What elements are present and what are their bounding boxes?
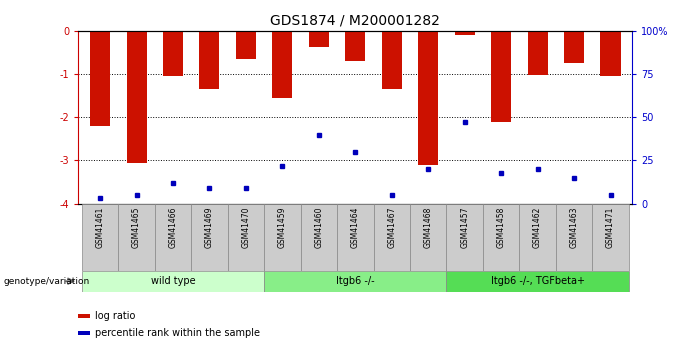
Text: GSM41467: GSM41467	[388, 207, 396, 248]
Text: GSM41458: GSM41458	[496, 207, 506, 248]
Bar	[455, 31, 475, 34]
Bar	[556, 204, 592, 271]
Bar	[163, 31, 183, 76]
Bar	[264, 271, 447, 292]
Bar	[410, 204, 447, 271]
Bar	[155, 204, 191, 271]
Text: GSM41470: GSM41470	[241, 207, 250, 248]
Bar	[447, 204, 483, 271]
Bar	[345, 31, 365, 61]
Bar	[520, 204, 556, 271]
Text: GSM41459: GSM41459	[278, 207, 287, 248]
Text: GSM41469: GSM41469	[205, 207, 214, 248]
Bar	[418, 31, 438, 165]
Bar	[82, 271, 264, 292]
Bar	[337, 204, 373, 271]
Bar	[273, 31, 292, 98]
Bar	[483, 204, 520, 271]
Text: Itgb6 -/-: Itgb6 -/-	[336, 276, 375, 286]
Text: log ratio: log ratio	[95, 311, 135, 321]
Title: GDS1874 / M200001282: GDS1874 / M200001282	[271, 13, 440, 27]
Text: wild type: wild type	[151, 276, 195, 286]
Text: Itgb6 -/-, TGFbeta+: Itgb6 -/-, TGFbeta+	[490, 276, 585, 286]
Bar	[592, 204, 629, 271]
Bar	[381, 31, 402, 89]
Bar	[564, 31, 584, 63]
Text: GSM41466: GSM41466	[169, 207, 177, 248]
Bar	[600, 31, 621, 76]
Bar	[90, 31, 110, 126]
Bar	[126, 31, 147, 162]
Bar	[118, 204, 155, 271]
Text: GSM41468: GSM41468	[424, 207, 432, 248]
Text: GSM41457: GSM41457	[460, 207, 469, 248]
Bar	[528, 31, 547, 75]
Text: percentile rank within the sample: percentile rank within the sample	[95, 328, 260, 338]
Text: GSM41462: GSM41462	[533, 207, 542, 248]
Bar	[447, 271, 629, 292]
Text: GSM41463: GSM41463	[570, 207, 579, 248]
Bar	[264, 204, 301, 271]
Text: GSM41464: GSM41464	[351, 207, 360, 248]
Text: GSM41460: GSM41460	[314, 207, 323, 248]
Text: GSM41471: GSM41471	[606, 207, 615, 248]
Bar	[228, 204, 264, 271]
Bar	[236, 31, 256, 59]
Bar	[191, 204, 228, 271]
Text: GSM41461: GSM41461	[96, 207, 105, 248]
Bar	[82, 204, 118, 271]
Bar	[309, 31, 329, 47]
Text: GSM41465: GSM41465	[132, 207, 141, 248]
Bar	[491, 31, 511, 122]
Text: genotype/variation: genotype/variation	[3, 277, 90, 286]
Bar	[301, 204, 337, 271]
Bar	[373, 204, 410, 271]
Bar	[199, 31, 220, 89]
